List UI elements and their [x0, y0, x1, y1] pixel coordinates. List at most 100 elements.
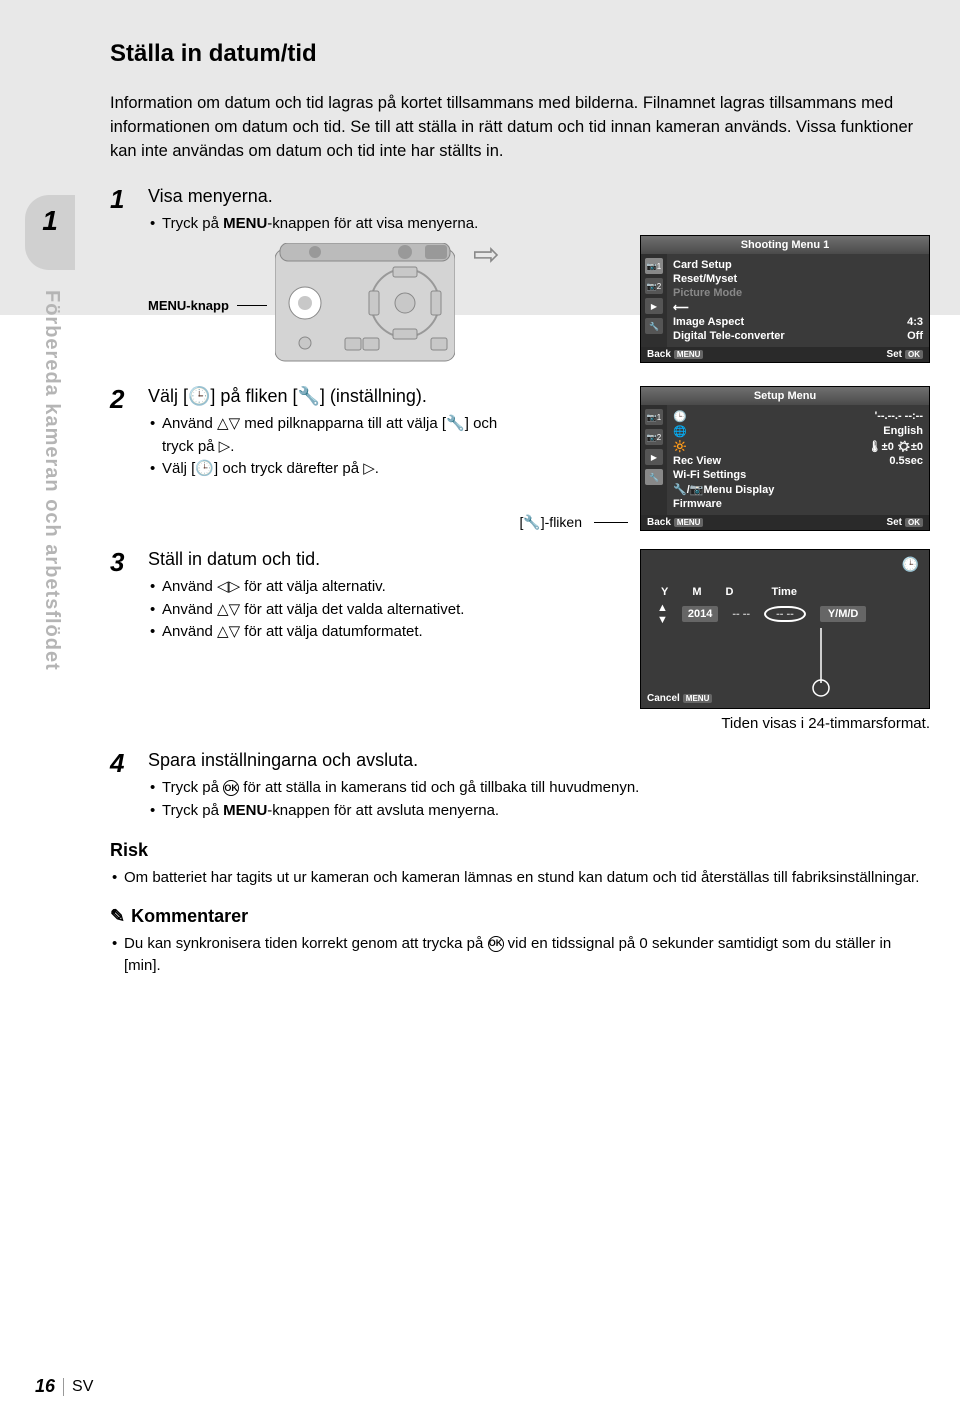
lcd-set: SetOK — [886, 349, 923, 360]
step-bullet: Välj [🕒] och tryck därefter på ▷. — [148, 458, 507, 481]
text: -knappen för att avsluta menyerna. — [267, 802, 499, 819]
lcd-label: Image Aspect — [673, 316, 744, 328]
step-bullet: Tryck på MENU-knappen för att visa menye… — [148, 213, 930, 236]
lcd-shooting-menu: Shooting Menu 1 📷1 📷2 ▶ 🔧 Card Setup — [640, 235, 930, 363]
lcd-value: 0.5sec — [889, 455, 923, 467]
dt-values: ▲▼ 2014 -- -- -- -- Y/M/D — [657, 602, 921, 626]
text: Set — [886, 349, 902, 360]
step-number: 1 — [110, 186, 134, 369]
lcd-footer: BackMENU SetOK — [641, 347, 929, 362]
text: Tryck på — [162, 779, 223, 796]
lcd-label: Rec View — [673, 455, 721, 467]
step-1: 1 Visa menyerna. Tryck på MENU-knappen f… — [110, 186, 930, 369]
menu-bold: MENU — [223, 215, 267, 232]
dt-format: Y/M/D — [820, 606, 867, 622]
lcd-label: Picture Mode — [673, 287, 742, 299]
step-heading: Spara inställningarna och avsluta. — [148, 750, 930, 771]
lcd-row: Reset/Myset — [673, 272, 923, 286]
text: för att ställa in kamerans tid och gå ti… — [239, 779, 639, 796]
text: Tryck på — [162, 802, 223, 819]
lcd-body: 📷1 📷2 ▶ 🔧 Card Setup Reset/Myset Picture… — [641, 254, 929, 347]
dt-header-y: Y — [661, 586, 668, 598]
side-tab: ▶ — [645, 298, 663, 314]
lcd-main: 🕒'--.--.- --:-- 🌐English 🔆🌡±0 ☀±0 Rec Vi… — [667, 405, 929, 515]
step-bullet: Använd ◁▷ för att välja alternativ. — [148, 576, 628, 599]
lcd-value: 4:3 — [907, 316, 923, 328]
step-2: 2 Välj [🕒] på fliken [🔧] (inställning). … — [110, 386, 930, 531]
menu-bold: MENU — [223, 802, 267, 819]
text: -knappen för att visa menyerna. — [267, 215, 478, 232]
step-bullet: Använd △▽ för att välja datumformatet. — [148, 621, 628, 644]
lcd-back: BackMENU — [647, 349, 703, 360]
lcd-label: 🌐 — [673, 425, 687, 438]
intro-paragraph: Information om datum och tid lagras på k… — [110, 92, 930, 164]
pencil-icon: ✎ — [110, 906, 125, 927]
step-text: Ställ in datum och tid. Använd ◁▷ för at… — [148, 549, 628, 644]
dt-time-oval: -- -- — [764, 606, 806, 622]
comments-heading: ✎ Kommentarer — [110, 906, 930, 927]
side-section-label: Förbereda kameran och arbetsflödet — [40, 290, 63, 671]
step-body: Visa menyerna. Tryck på MENU-knappen för… — [148, 186, 930, 369]
lcd-row: ⟵ — [673, 300, 923, 315]
btn-label: OK — [905, 518, 923, 527]
text: Tryck på — [162, 215, 223, 232]
text: Du kan synkronisera tiden korrekt genom … — [124, 935, 488, 952]
section-title: Ställa in datum/tid — [110, 40, 930, 68]
clock-icon: 🕒 — [902, 556, 919, 573]
btn-label: MENU — [683, 694, 713, 703]
side-tab: 📷2 — [645, 278, 663, 294]
content: Ställa in datum/tid Information om datum… — [110, 40, 930, 978]
lcd-row: Rec View 0.5sec — [673, 454, 923, 468]
lcd-value: English — [883, 425, 923, 438]
updown-icon: ▲▼ — [657, 602, 668, 626]
side-tab: 📷1 — [645, 409, 663, 425]
dt-caption: Tiden visas i 24-timmarsformat. — [640, 715, 930, 732]
label-line — [237, 305, 267, 306]
lcd-title: Setup Menu — [641, 387, 929, 405]
lcd-row: 🔆🌡±0 ☀±0 — [673, 439, 923, 454]
step-text: Välj [🕒] på fliken [🔧] (inställning). An… — [148, 386, 507, 481]
camera-block: MENU-knapp — [148, 243, 455, 368]
dt-header-d: D — [726, 586, 734, 598]
lcd-side-tabs: 📷1 📷2 ▶ 🔧 — [641, 405, 667, 515]
step-bullet: Använd △▽ för att välja det valda altern… — [148, 599, 628, 622]
menu-button-label: MENU-knapp — [148, 298, 229, 313]
step-bullet: Använd △▽ med pilknapparna till att välj… — [148, 413, 507, 458]
lcd-row: Firmware — [673, 497, 923, 511]
lcd-row: Wi-Fi Settings — [673, 468, 923, 482]
lcd-body: 📷1 📷2 ▶ 🔧 🕒'--.--.- --:-- 🌐English 🔆🌡±0 … — [641, 405, 929, 515]
step-bullet: Tryck på OK för att ställa in kamerans t… — [148, 777, 930, 800]
dt-header-time: Time — [771, 586, 796, 598]
camera-illustration — [275, 243, 455, 368]
screens-column: Setup Menu 📷1 📷2 ▶ 🔧 🕒'--.--.- --:-- 🌐En… — [640, 386, 930, 531]
step-number: 3 — [110, 549, 134, 732]
side-tab: 🔧 — [645, 318, 663, 334]
lcd-row: Image Aspect 4:3 — [673, 315, 923, 329]
lcd-label: Digital Tele-converter — [673, 330, 785, 342]
chapter-tab: 1 — [25, 195, 75, 270]
comments-bullet: Du kan synkronisera tiden korrekt genom … — [110, 933, 930, 978]
lcd-footer: BackMENU SetOK — [641, 515, 929, 530]
lcd-row: Picture Mode — [673, 286, 923, 300]
ok-icon: OK — [223, 780, 239, 796]
arrow-right-icon: ⇨ — [467, 235, 506, 273]
lcd-side-tabs: 📷1 📷2 ▶ 🔧 — [641, 254, 667, 347]
flik-label-row: [🔧]-fliken — [519, 514, 628, 531]
lcd-label: 🔆 — [673, 440, 687, 453]
lcd-label: 🕒 — [673, 410, 687, 423]
lcd-row: Card Setup — [673, 258, 923, 272]
dt-cancel: Cancel — [647, 693, 680, 704]
page-footer: 16 SV — [35, 1376, 93, 1397]
flik-label: [🔧]-fliken — [519, 514, 588, 531]
step-heading: Välj [🕒] på fliken [🔧] (inställning). — [148, 386, 507, 407]
side-tab: ▶ — [645, 449, 663, 465]
screens-column: 🕒 Y M D Time ▲▼ 2014 -- -- -- -- Y — [640, 549, 930, 732]
page-number: 16 — [35, 1376, 55, 1397]
lcd-label: ⟵ — [673, 301, 689, 314]
step-number: 4 — [110, 750, 134, 822]
lcd-datetime: 🕒 Y M D Time ▲▼ 2014 -- -- -- -- Y — [640, 549, 930, 709]
step-heading: Visa menyerna. — [148, 186, 930, 207]
callout-line — [791, 628, 851, 698]
step-heading: Ställ in datum och tid. — [148, 549, 628, 570]
step-body: Spara inställningarna och avsluta. Tryck… — [148, 750, 930, 822]
